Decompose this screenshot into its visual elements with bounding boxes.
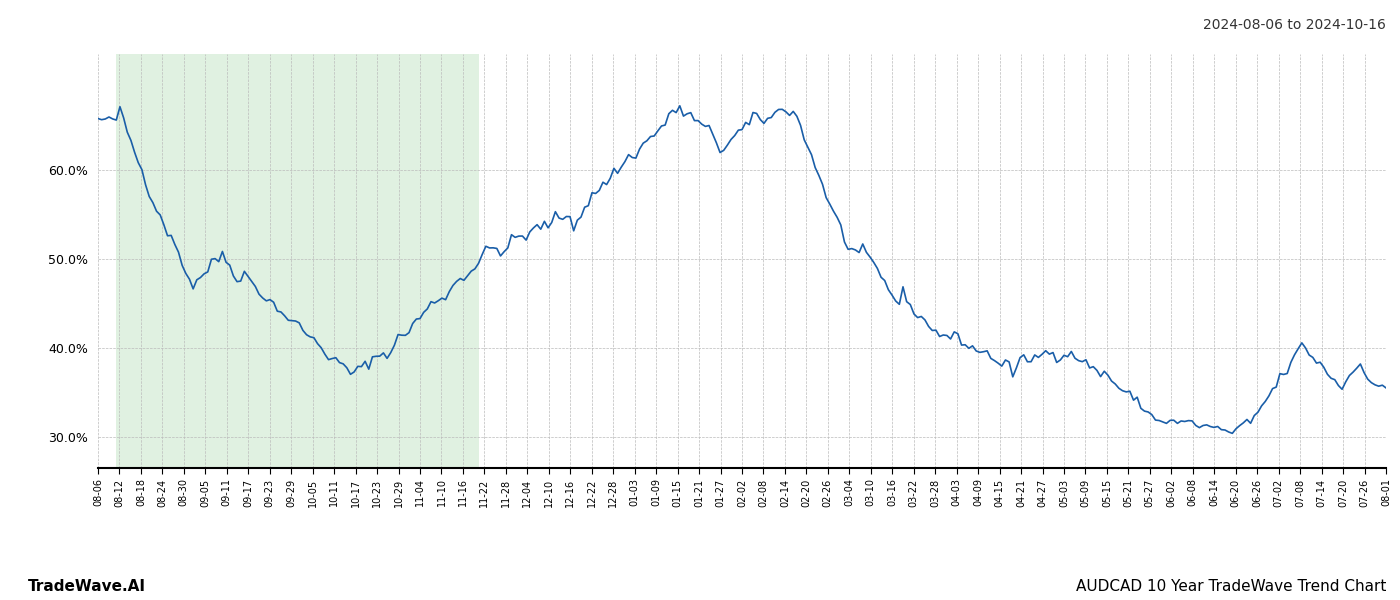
Text: TradeWave.AI: TradeWave.AI — [28, 579, 146, 594]
Bar — [116, 54, 479, 468]
Text: 2024-08-06 to 2024-10-16: 2024-08-06 to 2024-10-16 — [1203, 18, 1386, 32]
Text: AUDCAD 10 Year TradeWave Trend Chart: AUDCAD 10 Year TradeWave Trend Chart — [1075, 579, 1386, 594]
